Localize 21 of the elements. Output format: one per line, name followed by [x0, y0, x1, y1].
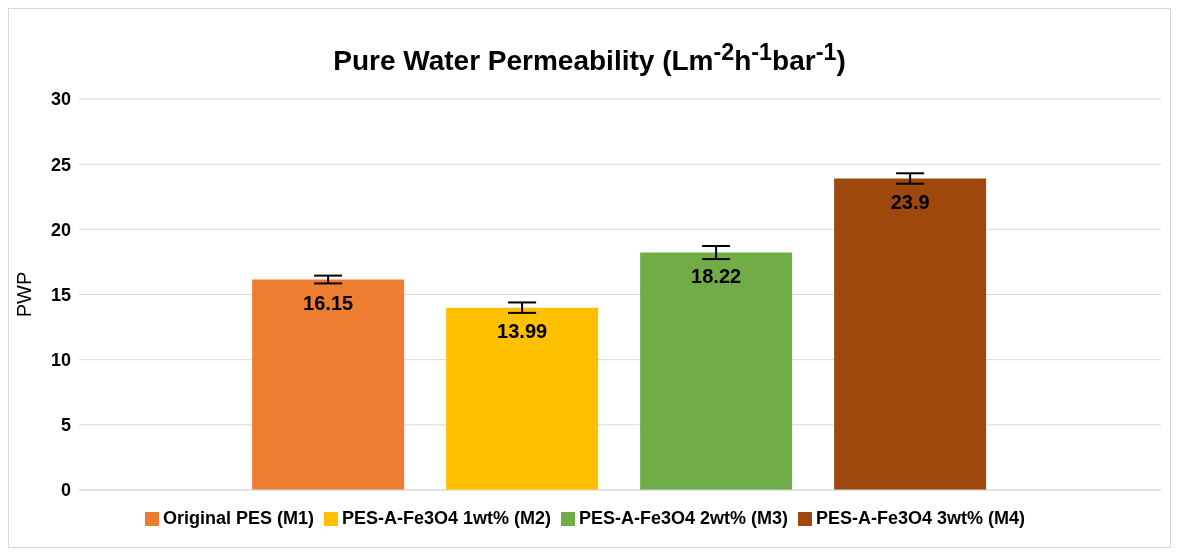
legend-label: PES-A-Fe3O4 3wt% (M4): [816, 508, 1026, 528]
data-label: 23.9: [890, 190, 930, 213]
y-tick-label: 5: [60, 415, 71, 436]
y-axis-title: PWP: [13, 271, 36, 318]
data-label: 16.15: [303, 291, 354, 314]
y-tick-label: 0: [60, 480, 71, 501]
data-label: 18.22: [691, 264, 742, 287]
chart-title: Pure Water Permeability (Lm$^{-2}$h$^{-1}$bar$^{-1}$): [332, 38, 847, 79]
bar: [640, 252, 793, 490]
y-tick-label: 20: [50, 219, 71, 240]
y-tick-label: 15: [50, 284, 71, 305]
y-tick-label: 10: [50, 350, 71, 371]
legend-label: Original PES (M1): [162, 508, 314, 528]
bar: [252, 279, 405, 490]
bar: [834, 178, 987, 490]
y-tick-label: 30: [50, 89, 71, 110]
bar: [446, 307, 599, 490]
y-tick-label: 25: [50, 154, 71, 175]
legend-label: PES-A-Fe3O4 2wt% (M3): [578, 508, 789, 528]
legend-label: PES-A-Fe3O4 1wt% (M2): [341, 508, 551, 528]
data-label: 13.99: [497, 319, 548, 342]
